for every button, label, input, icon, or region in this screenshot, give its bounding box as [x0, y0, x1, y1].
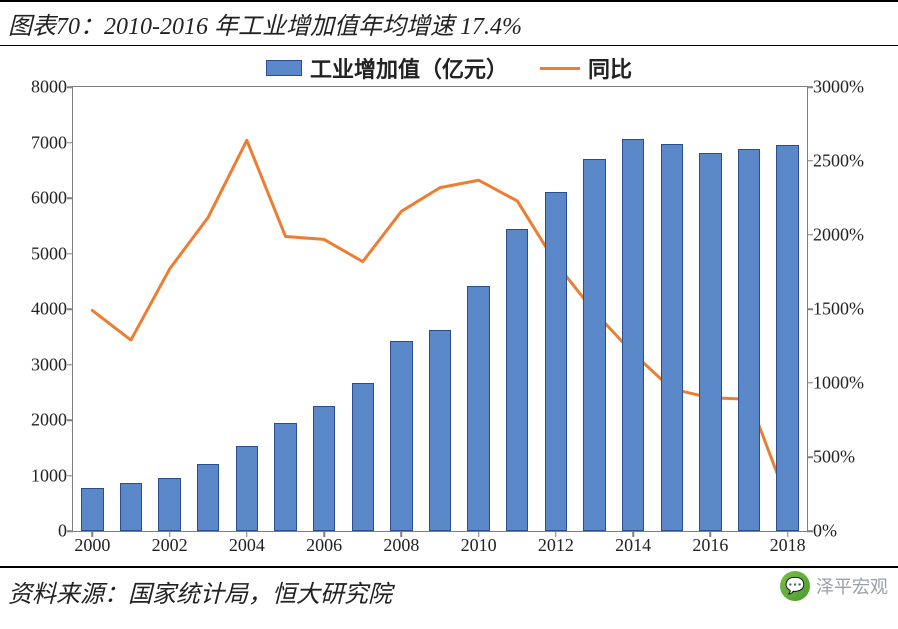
- legend: 工业增加值（亿元） 同比: [0, 52, 898, 84]
- bar: [506, 229, 528, 531]
- bar: [236, 446, 258, 531]
- bar: [313, 406, 335, 531]
- legend-item-line: 同比: [540, 52, 632, 84]
- bar: [158, 478, 180, 531]
- bar: [467, 286, 489, 531]
- chart-title: 图表70：2010-2016 年工业增加值年均增速 17.4%: [0, 0, 898, 46]
- plot-area: 0100020003000400050006000700080000%500%1…: [72, 86, 808, 532]
- bar: [274, 423, 296, 531]
- bar: [120, 483, 142, 531]
- wechat-icon: 💬: [780, 571, 810, 601]
- y-right-tick: 1500%: [807, 299, 864, 320]
- bar: [81, 488, 103, 531]
- bar: [622, 139, 644, 531]
- legend-line-label: 同比: [588, 52, 632, 84]
- bar: [738, 149, 760, 531]
- bar: [583, 159, 605, 531]
- y-right-tick: 500%: [807, 447, 855, 468]
- bar: [390, 341, 412, 531]
- chart-area: 工业增加值（亿元） 同比 010002000300040005000600070…: [0, 46, 898, 566]
- bar: [352, 383, 374, 531]
- bar: [661, 144, 683, 531]
- y-right-tick: 2500%: [807, 150, 864, 171]
- y-right-tick: 2000%: [807, 224, 864, 245]
- legend-swatch-bar: [266, 60, 302, 76]
- legend-swatch-line: [540, 67, 580, 70]
- y-right-tick: 3000%: [807, 77, 864, 98]
- bar: [776, 145, 798, 531]
- legend-item-bar: 工业增加值（亿元）: [266, 52, 508, 84]
- bar: [429, 330, 451, 531]
- bar: [545, 192, 567, 531]
- legend-bar-label: 工业增加值（亿元）: [310, 52, 508, 84]
- source-citation: 资料来源：国家统计局，恒大研究院: [0, 566, 898, 609]
- watermark: 💬 泽平宏观: [780, 571, 888, 601]
- y-right-tick: 1000%: [807, 372, 864, 393]
- bar: [699, 153, 721, 532]
- watermark-text: 泽平宏观: [816, 573, 888, 599]
- bar: [197, 464, 219, 531]
